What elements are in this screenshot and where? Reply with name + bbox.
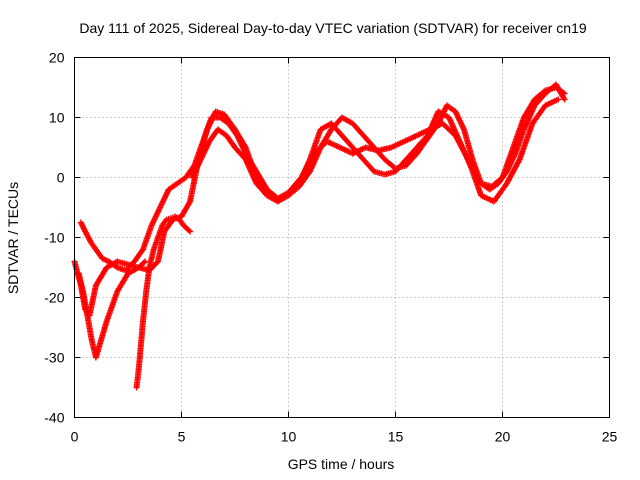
series-track-e: [189, 96, 562, 205]
data-point: [555, 96, 562, 103]
chart-title: Day 111 of 2025, Sidereal Day-to-day VTE…: [79, 20, 587, 36]
data-point: [142, 258, 149, 265]
data-point: [185, 227, 192, 234]
x-axis-label: GPS time / hours: [288, 456, 395, 472]
grid: [74, 57, 610, 418]
y-tick-label: 20: [49, 50, 65, 66]
plot-frame: [74, 57, 610, 418]
y-tick-label: -20: [44, 290, 64, 306]
y-tick-label: -30: [44, 350, 64, 366]
y-tick-label: -10: [44, 230, 64, 246]
x-tick-label: 10: [281, 429, 297, 445]
y-tick-label: -40: [44, 410, 64, 426]
x-tick-label: 25: [602, 429, 618, 445]
y-axis-label: SDTVAR / TECUs: [5, 182, 21, 294]
series-track-d: [133, 213, 194, 391]
x-tick-label: 20: [495, 429, 511, 445]
x-tick-label: 0: [71, 429, 79, 445]
series-track-c: [75, 258, 149, 361]
tick-labels: 0 5 10 15 20 25 -40 -30 -20 -10 0 10 20: [44, 50, 617, 445]
x-tick-label: 15: [388, 429, 404, 445]
y-tick-label: 10: [49, 110, 65, 126]
x-tick-label: 5: [178, 429, 186, 445]
data-point: [187, 228, 194, 235]
data-marks: [71, 81, 568, 391]
y-tick-label: 0: [57, 170, 65, 186]
data-point: [140, 259, 147, 266]
data-point: [561, 96, 568, 103]
